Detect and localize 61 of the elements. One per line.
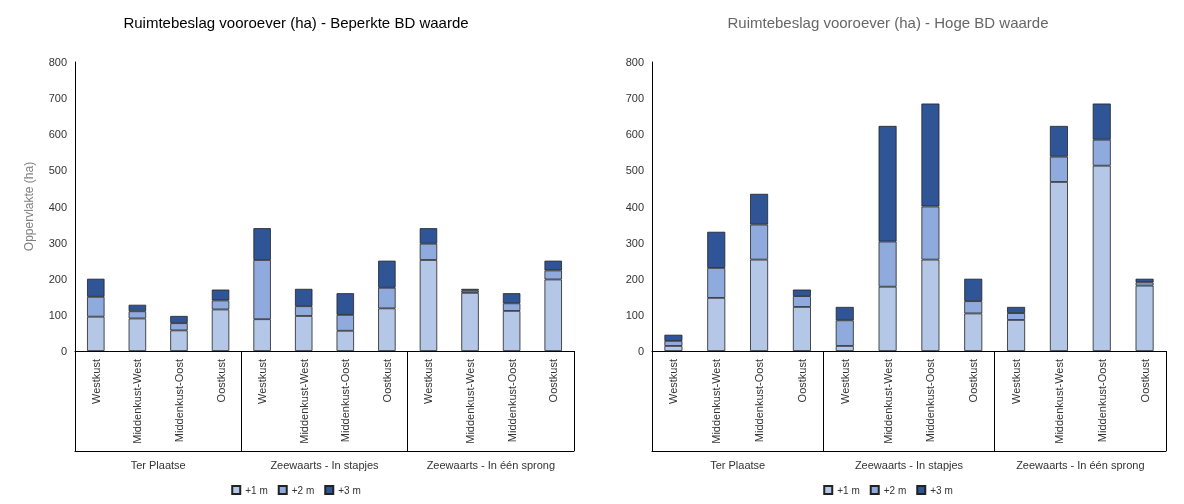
y-tick-label: 600 bbox=[48, 128, 67, 141]
x-tick-label: Westkust bbox=[1010, 359, 1023, 405]
bar bbox=[1135, 285, 1154, 351]
y-tick-label: 300 bbox=[625, 236, 644, 249]
y-tick-label: 0 bbox=[60, 345, 67, 357]
y-tick-label: 500 bbox=[48, 164, 67, 177]
bar bbox=[664, 345, 683, 351]
x-tick-label: Middenkust-Oost bbox=[505, 359, 518, 443]
legend-label: +1 m bbox=[837, 484, 860, 496]
text: Zeewaarts - In één sprong bbox=[426, 458, 556, 471]
text: Ter Plaatse bbox=[710, 458, 766, 471]
x-tick-label: Oostkust bbox=[380, 359, 393, 403]
y-tick-label: 100 bbox=[625, 308, 644, 321]
y-tick-label: 400 bbox=[625, 200, 644, 213]
x-tick-label: Westkust bbox=[422, 359, 435, 405]
x-tick-label: Middenkust-West bbox=[297, 359, 310, 444]
x-tick-label: Middenkust-West bbox=[710, 359, 723, 444]
legend-label: +2 m bbox=[883, 484, 907, 496]
chart-title: Ruimtebeslag vooroever (ha) - Beperkte BD waarde bbox=[123, 14, 469, 31]
bar bbox=[461, 292, 479, 351]
y-tick-label: 700 bbox=[625, 92, 644, 105]
x-tick-label: Westkust bbox=[256, 359, 269, 405]
y-tick-label: 500 bbox=[625, 164, 644, 177]
x-tick-label: Oostkust bbox=[795, 359, 808, 403]
x-tick-label: Middenkust-West bbox=[881, 359, 894, 444]
legend-label: +1 m bbox=[245, 484, 268, 496]
legend-label: +3 m bbox=[338, 484, 361, 496]
x-tick-label: Middenkust-West bbox=[464, 359, 477, 444]
text: Zeewaarts - In stapjes bbox=[854, 458, 964, 471]
x-tick-label: Middenkust-Oost bbox=[753, 359, 766, 443]
y-tick-label: 600 bbox=[625, 128, 644, 141]
x-tick-label: Westkust bbox=[667, 359, 680, 405]
y-tick-label: 0 bbox=[637, 345, 644, 357]
legend-label: +2 m bbox=[291, 484, 315, 496]
y-tick-label: 700 bbox=[48, 92, 67, 105]
x-tick-label: Middenkust-Oost bbox=[339, 359, 352, 443]
x-tick-label: Oostkust bbox=[967, 359, 980, 403]
x-tick-label: Oostkust bbox=[1138, 359, 1151, 403]
legend-label: +3 m bbox=[930, 484, 953, 496]
x-tick-label: Westkust bbox=[89, 359, 102, 405]
y-tick-label: 100 bbox=[48, 308, 67, 321]
x-tick-label: Middenkust-Oost bbox=[924, 359, 937, 443]
y-tick-label: 200 bbox=[625, 272, 644, 285]
y-axis-title: Oppervlakte (ha) bbox=[22, 161, 36, 252]
y-tick-label: 800 bbox=[625, 56, 644, 68]
x-tick-label: Oostkust bbox=[214, 359, 227, 403]
y-tick-label: 800 bbox=[48, 56, 67, 68]
y-tick-label: 200 bbox=[48, 272, 67, 285]
y-tick-label: 400 bbox=[48, 200, 67, 213]
text: Zeewaarts - In stapjes bbox=[270, 458, 380, 471]
x-tick-label: Middenkust-West bbox=[131, 359, 144, 444]
x-tick-label: Middenkust-Oost bbox=[1095, 359, 1108, 443]
x-tick-label: Westkust bbox=[838, 359, 851, 405]
chart-title: Ruimtebeslag vooroever (ha) - Hoge BD waarde bbox=[727, 14, 1049, 31]
x-tick-label: Middenkust-West bbox=[1052, 359, 1065, 444]
x-tick-label: Oostkust bbox=[547, 359, 560, 403]
y-tick-label: 300 bbox=[48, 236, 67, 249]
bar bbox=[1135, 278, 1154, 283]
text: Zeewaarts - In één sprong bbox=[1016, 458, 1145, 471]
text: Ter Plaatse bbox=[130, 458, 186, 471]
x-tick-label: Middenkust-Oost bbox=[172, 359, 185, 443]
